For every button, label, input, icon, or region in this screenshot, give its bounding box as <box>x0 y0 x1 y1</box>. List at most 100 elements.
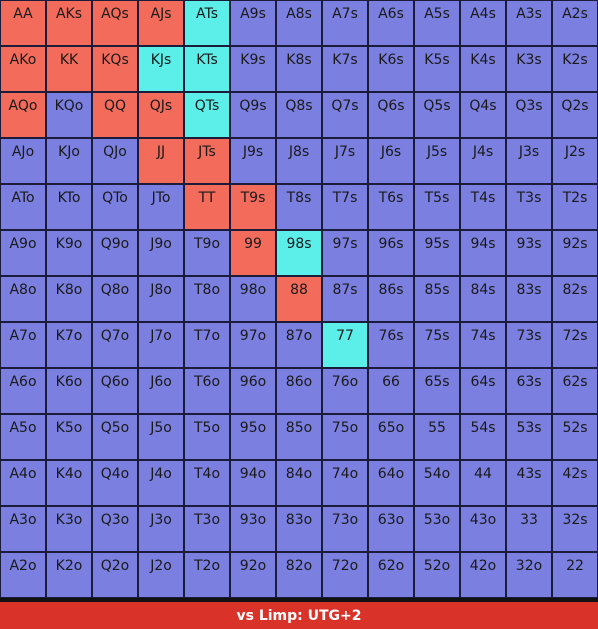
hand-cell-T7s[interactable]: T7s <box>322 184 368 230</box>
hand-cell-K4s[interactable]: K4s <box>460 46 506 92</box>
hand-cell-KJs[interactable]: KJs <box>138 46 184 92</box>
hand-cell-T4s[interactable]: T4s <box>460 184 506 230</box>
hand-cell-54s[interactable]: 54s <box>460 414 506 460</box>
hand-cell-52s[interactable]: 52s <box>552 414 598 460</box>
hand-cell-84o[interactable]: 84o <box>276 460 322 506</box>
hand-cell-42s[interactable]: 42s <box>552 460 598 506</box>
hand-cell-T8o[interactable]: T8o <box>184 276 230 322</box>
hand-cell-JTs[interactable]: JTs <box>184 138 230 184</box>
hand-cell-AQo[interactable]: AQo <box>0 92 46 138</box>
hand-cell-K8o[interactable]: K8o <box>46 276 92 322</box>
hand-cell-Q5o[interactable]: Q5o <box>92 414 138 460</box>
hand-cell-A6s[interactable]: A6s <box>368 0 414 46</box>
hand-cell-43s[interactable]: 43s <box>506 460 552 506</box>
hand-cell-AQs[interactable]: AQs <box>92 0 138 46</box>
hand-cell-98o[interactable]: 98o <box>230 276 276 322</box>
hand-cell-73s[interactable]: 73s <box>506 322 552 368</box>
hand-cell-86s[interactable]: 86s <box>368 276 414 322</box>
hand-cell-Q2s[interactable]: Q2s <box>552 92 598 138</box>
hand-cell-42o[interactable]: 42o <box>460 552 506 598</box>
hand-cell-99[interactable]: 99 <box>230 230 276 276</box>
hand-cell-K6o[interactable]: K6o <box>46 368 92 414</box>
hand-cell-63o[interactable]: 63o <box>368 506 414 552</box>
hand-cell-94o[interactable]: 94o <box>230 460 276 506</box>
hand-cell-82s[interactable]: 82s <box>552 276 598 322</box>
hand-cell-95o[interactable]: 95o <box>230 414 276 460</box>
hand-cell-Q6o[interactable]: Q6o <box>92 368 138 414</box>
hand-cell-K3s[interactable]: K3s <box>506 46 552 92</box>
hand-cell-T9o[interactable]: T9o <box>184 230 230 276</box>
hand-cell-K3o[interactable]: K3o <box>46 506 92 552</box>
hand-cell-T6o[interactable]: T6o <box>184 368 230 414</box>
hand-cell-76s[interactable]: 76s <box>368 322 414 368</box>
hand-cell-74s[interactable]: 74s <box>460 322 506 368</box>
hand-cell-74o[interactable]: 74o <box>322 460 368 506</box>
hand-cell-A9o[interactable]: A9o <box>0 230 46 276</box>
hand-cell-82o[interactable]: 82o <box>276 552 322 598</box>
hand-cell-85s[interactable]: 85s <box>414 276 460 322</box>
hand-cell-22[interactable]: 22 <box>552 552 598 598</box>
hand-cell-84s[interactable]: 84s <box>460 276 506 322</box>
hand-cell-A6o[interactable]: A6o <box>0 368 46 414</box>
hand-cell-A5s[interactable]: A5s <box>414 0 460 46</box>
hand-cell-AKo[interactable]: AKo <box>0 46 46 92</box>
hand-cell-QQ[interactable]: QQ <box>92 92 138 138</box>
hand-cell-53s[interactable]: 53s <box>506 414 552 460</box>
hand-cell-Q5s[interactable]: Q5s <box>414 92 460 138</box>
hand-cell-33[interactable]: 33 <box>506 506 552 552</box>
hand-cell-Q8s[interactable]: Q8s <box>276 92 322 138</box>
hand-cell-J5s[interactable]: J5s <box>414 138 460 184</box>
hand-cell-64o[interactable]: 64o <box>368 460 414 506</box>
hand-cell-T5o[interactable]: T5o <box>184 414 230 460</box>
hand-cell-A2o[interactable]: A2o <box>0 552 46 598</box>
hand-cell-75s[interactable]: 75s <box>414 322 460 368</box>
hand-cell-97o[interactable]: 97o <box>230 322 276 368</box>
hand-cell-K6s[interactable]: K6s <box>368 46 414 92</box>
hand-cell-K8s[interactable]: K8s <box>276 46 322 92</box>
hand-cell-88[interactable]: 88 <box>276 276 322 322</box>
hand-cell-QJs[interactable]: QJs <box>138 92 184 138</box>
hand-cell-KQo[interactable]: KQo <box>46 92 92 138</box>
hand-cell-K7s[interactable]: K7s <box>322 46 368 92</box>
hand-cell-72o[interactable]: 72o <box>322 552 368 598</box>
hand-cell-65s[interactable]: 65s <box>414 368 460 414</box>
hand-cell-75o[interactable]: 75o <box>322 414 368 460</box>
hand-cell-95s[interactable]: 95s <box>414 230 460 276</box>
hand-cell-87o[interactable]: 87o <box>276 322 322 368</box>
hand-cell-QJo[interactable]: QJo <box>92 138 138 184</box>
hand-cell-A2s[interactable]: A2s <box>552 0 598 46</box>
hand-cell-55[interactable]: 55 <box>414 414 460 460</box>
hand-cell-A9s[interactable]: A9s <box>230 0 276 46</box>
hand-cell-A5o[interactable]: A5o <box>0 414 46 460</box>
hand-cell-Q3s[interactable]: Q3s <box>506 92 552 138</box>
hand-cell-T9s[interactable]: T9s <box>230 184 276 230</box>
hand-cell-KQs[interactable]: KQs <box>92 46 138 92</box>
hand-cell-A8s[interactable]: A8s <box>276 0 322 46</box>
hand-cell-AJs[interactable]: AJs <box>138 0 184 46</box>
hand-cell-94s[interactable]: 94s <box>460 230 506 276</box>
hand-cell-93s[interactable]: 93s <box>506 230 552 276</box>
hand-cell-T8s[interactable]: T8s <box>276 184 322 230</box>
hand-cell-T4o[interactable]: T4o <box>184 460 230 506</box>
hand-cell-86o[interactable]: 86o <box>276 368 322 414</box>
hand-cell-J7o[interactable]: J7o <box>138 322 184 368</box>
hand-cell-62s[interactable]: 62s <box>552 368 598 414</box>
hand-cell-J6o[interactable]: J6o <box>138 368 184 414</box>
hand-cell-K5s[interactable]: K5s <box>414 46 460 92</box>
hand-cell-K9o[interactable]: K9o <box>46 230 92 276</box>
hand-cell-93o[interactable]: 93o <box>230 506 276 552</box>
hand-cell-Q6s[interactable]: Q6s <box>368 92 414 138</box>
hand-cell-A3o[interactable]: A3o <box>0 506 46 552</box>
hand-cell-97s[interactable]: 97s <box>322 230 368 276</box>
hand-cell-98s[interactable]: 98s <box>276 230 322 276</box>
hand-cell-77[interactable]: 77 <box>322 322 368 368</box>
hand-cell-J2s[interactable]: J2s <box>552 138 598 184</box>
hand-cell-J2o[interactable]: J2o <box>138 552 184 598</box>
hand-cell-44[interactable]: 44 <box>460 460 506 506</box>
hand-cell-ATo[interactable]: ATo <box>0 184 46 230</box>
hand-cell-T2s[interactable]: T2s <box>552 184 598 230</box>
hand-cell-K7o[interactable]: K7o <box>46 322 92 368</box>
hand-cell-K2s[interactable]: K2s <box>552 46 598 92</box>
hand-cell-32o[interactable]: 32o <box>506 552 552 598</box>
hand-cell-ATs[interactable]: ATs <box>184 0 230 46</box>
